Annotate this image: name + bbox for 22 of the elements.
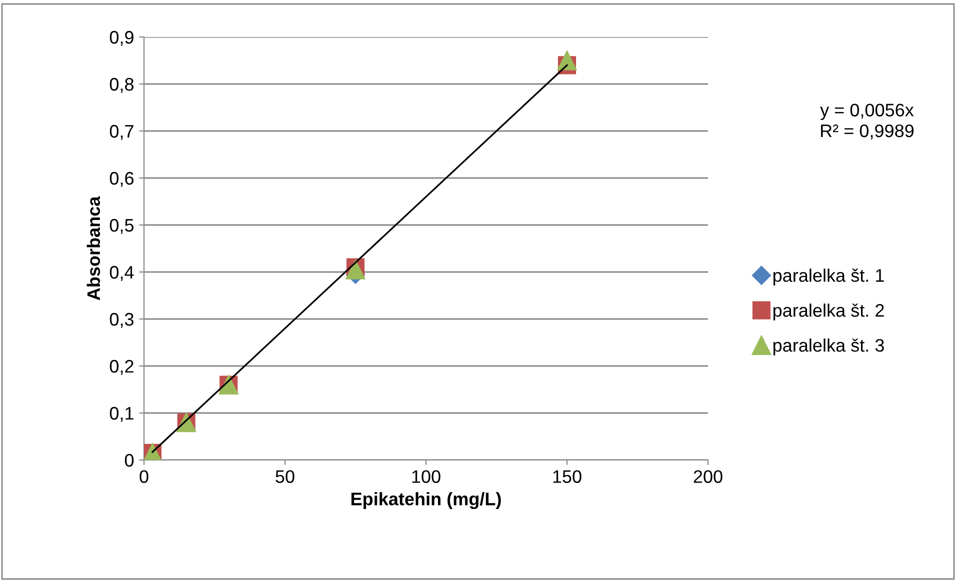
x-tick-label: 100: [412, 470, 440, 483]
y-tick-label: 0,8: [110, 78, 134, 93]
x-tick-label: 0: [140, 470, 148, 483]
x-tick-label: 150: [553, 470, 582, 483]
y-tick-label: 0,5: [110, 218, 134, 234]
y-axis-title: Absorbanca: [86, 196, 100, 300]
y-tick-label: 0: [124, 454, 134, 467]
y-tick-label: 0,3: [110, 312, 134, 328]
legend-label: paralelka št. 3: [773, 338, 884, 356]
y-tick-label: 0,6: [110, 172, 134, 187]
x-tick-label: 50: [276, 470, 294, 483]
text: y = 0,0056x R² = 0,9989: [820, 104, 914, 140]
y-tick-label: 0,9: [110, 30, 134, 46]
y-tick-label: 0,7: [110, 124, 134, 140]
legend-label: paralelka št. 1: [773, 268, 884, 286]
x-tick-label: 200: [694, 470, 722, 483]
legend-label: paralelka št. 2: [773, 304, 884, 320]
y-tick-label: 0,2: [110, 360, 134, 375]
y-tick-label: 0,1: [110, 406, 134, 422]
y-tick-label: 0,4: [110, 266, 134, 281]
point: [557, 50, 577, 70]
x-axis-title: Epikatehin (mg/L): [351, 492, 501, 510]
